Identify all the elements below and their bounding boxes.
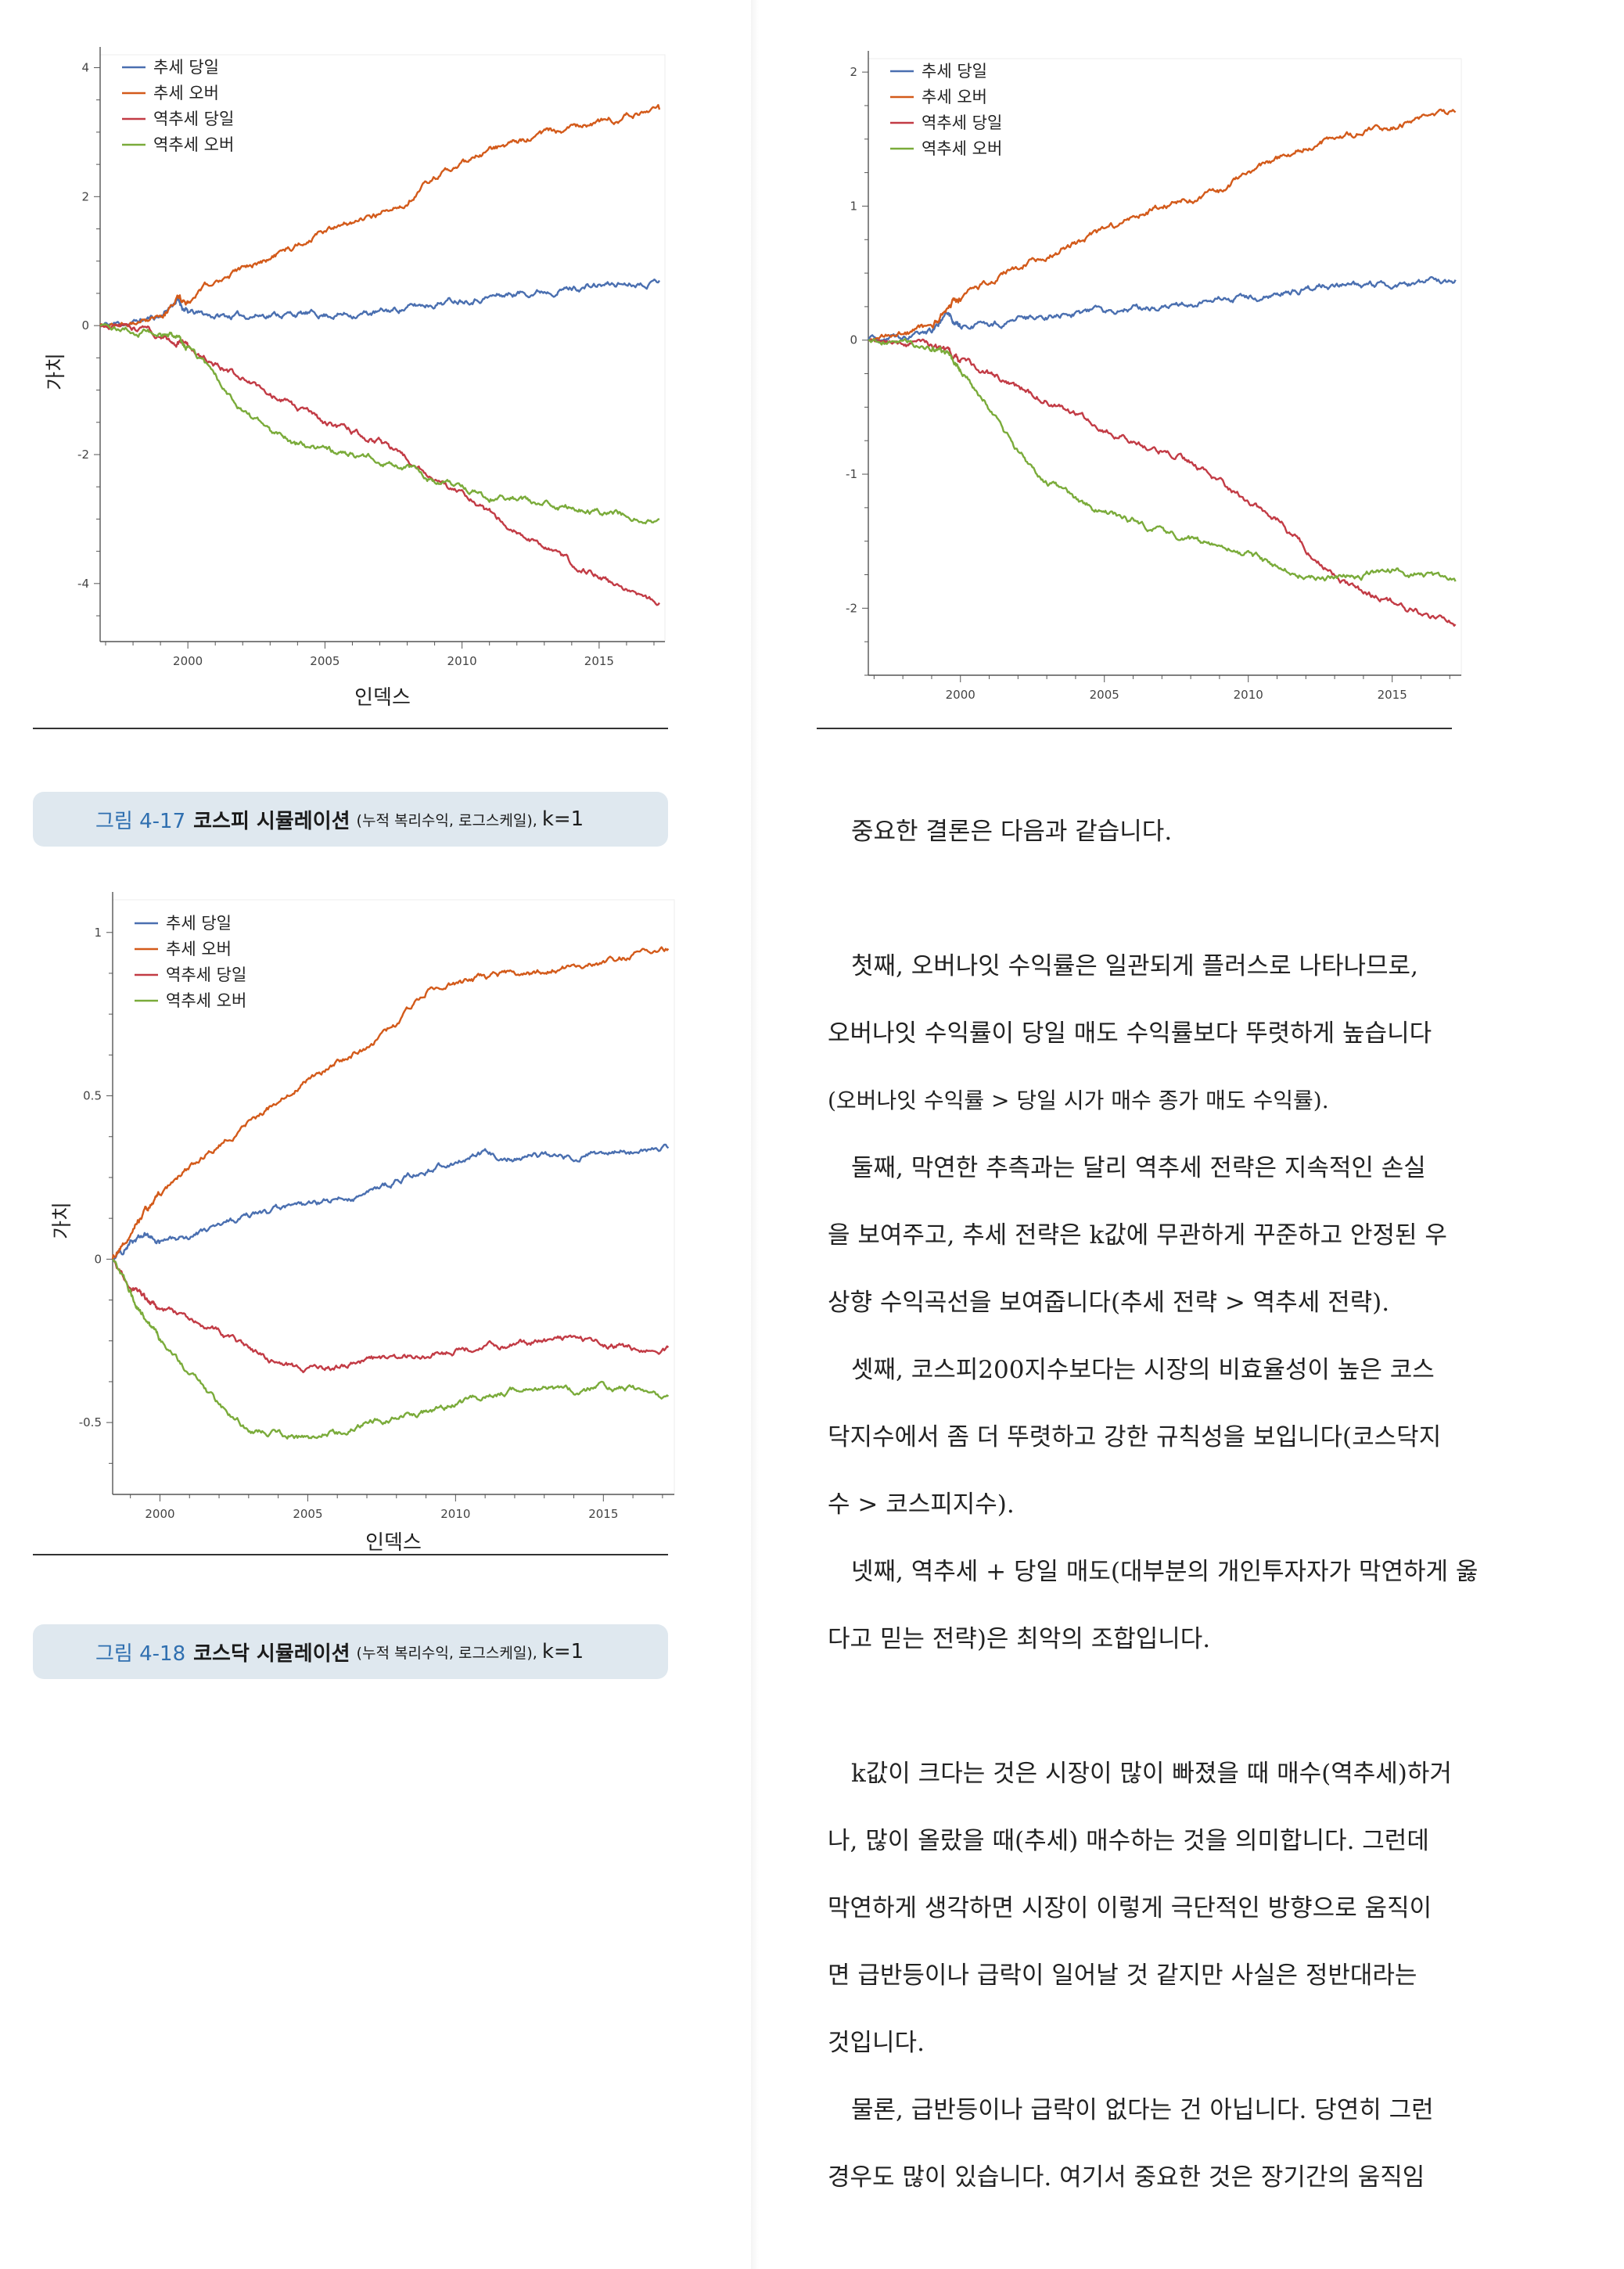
series-line-1 [99,279,661,327]
y-axis-label: 가치 [51,1202,74,1239]
y-tick-label: -1 [846,467,857,481]
text-line: 물론, 급반등이나 급락이 없다는 건 아닙니다. 당연히 그런 [851,2096,1434,2124]
y-tick-label: 4 [81,60,89,74]
caption-title: 코스닥 시뮬레이션 [193,1642,350,1666]
figure-rule [817,728,1452,729]
legend-label: 역추세 당일 [153,110,234,128]
text-line: 오버나잇 수익률이 당일 매도 수익률보다 뚜렷하게 높습니다 [828,1019,1432,1048]
y-tick-label: 2 [81,189,89,203]
caption-subtitle: (누적 복리수익, 로그스케일), [356,1644,537,1662]
x-tick-label: 2010 [440,1507,470,1521]
caption-number: 그림 4-18 [95,1642,186,1666]
y-tick-label: 0 [81,318,89,333]
caption-number: 그림 4-17 [95,809,186,833]
y-tick-label: -2 [77,448,89,462]
x-axis-label: 인덱스 [365,1531,422,1555]
x-tick-label: 2015 [588,1507,618,1521]
series-line-4 [99,322,660,525]
text-line: 넷째, 역추세 + 당일 매도(대부분의 개인투자자가 막연하게 옳 [851,1558,1478,1586]
text-line: 상향 수익곡선을 보여줍니다(추세 전략 > 역추세 전략). [828,1289,1390,1317]
series-line-1 [867,275,1457,344]
legend-label: 추세 오버 [153,84,219,102]
plot-frame [112,899,675,1495]
text-line: 둘째, 막연한 추측과는 달리 역추세 전략은 지속적인 손실 [851,1154,1426,1182]
series-line-4 [112,1258,670,1440]
y-tick-label: 1 [850,199,857,213]
series-line-3 [99,322,660,606]
text-line: 다고 믿는 전략)은 최악의 조합입니다. [828,1625,1211,1653]
text-line: 막연하게 생각하면 시장이 이렇게 극단적인 방향으로 움직이 [828,1894,1432,1922]
figure-caption-4-18: 그림 4-18 코스닥 시뮬레이션 (누적 복리수익, 로그스케일), k=1 [33,1624,668,1679]
x-axis-label: 인덱스 [354,686,411,710]
caption-title: 코스피 시뮬레이션 [193,809,350,833]
series-line-2 [111,946,670,1260]
legend-label: 추세 오버 [922,88,987,106]
y-tick-label: 2 [850,65,857,79]
text-line: (오버나잇 수익률 > 당일 시가 매수 종가 매도 수익률). [828,1088,1329,1113]
caption-k: k=1 [541,807,584,831]
legend-label: 추세 당일 [166,914,232,933]
y-tick-label: -0.5 [79,1415,102,1429]
caption-k: k=1 [541,1640,584,1663]
x-tick-label: 2005 [293,1507,322,1521]
paragraph-intro: 중요한 결론은 다음과 같습니다. [851,818,1173,846]
text-line: 수 > 코스피지수). [828,1490,1015,1519]
x-tick-label: 2000 [946,688,975,700]
series-line-3 [112,1258,670,1374]
y-tick-label: 0 [850,333,857,347]
legend-label: 역추세 오버 [166,991,246,1010]
legend-label: 추세 오버 [166,940,232,958]
text-line: k값이 크다는 것은 시장이 많이 빠졌을 때 매수(역추세)하거 [851,1760,1452,1788]
legend-label: 역추세 오버 [922,139,1002,158]
legend-label: 추세 당일 [922,62,987,81]
x-tick-label: 2005 [310,654,340,668]
series-line-3 [868,338,1457,627]
figure-caption-4-17: 그림 4-17 코스피 시뮬레이션 (누적 복리수익, 로그스케일), k=1 [33,792,668,847]
y-tick-label: 1 [94,926,102,940]
text-line: 셋째, 코스피200지수보다는 시장의 비효율성이 높은 코스 [851,1356,1435,1384]
y-tick-label: -2 [846,601,857,615]
x-tick-label: 2010 [1234,688,1263,700]
page-gutter [751,0,759,2269]
text-line: 첫째, 오버나잇 수익률은 일관되게 플러스로 나타나므로, [851,952,1418,980]
x-tick-label: 2010 [447,654,477,668]
y-tick-label: 0 [94,1252,102,1266]
series-line-1 [111,1143,670,1262]
x-tick-label: 2000 [145,1507,174,1521]
x-tick-label: 2000 [173,654,203,668]
x-tick-label: 2005 [1090,688,1119,700]
x-tick-label: 2015 [1378,688,1407,700]
legend-label: 추세 당일 [153,58,219,77]
caption-subtitle: (누적 복리수익, 로그스케일), [356,811,537,829]
text-line: 것입니다. [828,2029,925,2057]
figure-rule [33,728,668,729]
legend-label: 역추세 오버 [153,135,234,154]
text-line: 면 급반등이나 급락이 일어날 것 같지만 사실은 정반대라는 [828,1962,1417,1990]
text-line: 닥지수에서 좀 더 뚜렷하고 강한 규칙성을 보입니다(코스닥지 [828,1423,1442,1451]
legend-label: 역추세 당일 [922,113,1002,132]
series-line-2 [868,108,1457,342]
legend-label: 역추세 당일 [166,965,246,984]
x-tick-label: 2015 [584,654,614,668]
series-line-4 [868,338,1457,582]
body-text: 중요한 결론은 다음과 같습니다. 첫째, 오버나잇 수익률은 일관되게 플러스… [828,798,1485,2211]
y-tick-label: -4 [77,577,89,591]
y-axis-label: 가치 [45,353,68,390]
y-tick-label: 0.5 [83,1089,102,1103]
text-line: 을 보여주고, 추세 전략은 k값에 무관하게 꾸준하고 안정된 우 [828,1221,1447,1250]
text-line: 경우도 많이 있습니다. 여기서 중요한 것은 장기간의 움직임 [828,2163,1425,2192]
series-line-2 [99,103,661,328]
text-line: 나, 많이 올랐을 때(추세) 매수하는 것을 의미합니다. 그런데 [828,1827,1429,1855]
figure-rule [33,1554,668,1555]
